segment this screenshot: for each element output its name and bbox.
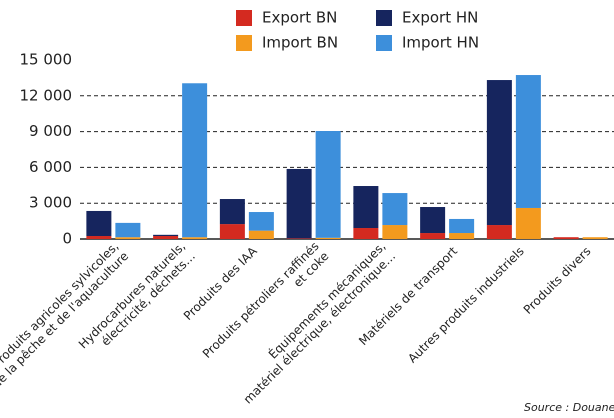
y-tick-label: 12 000 xyxy=(20,86,73,104)
bar-segment xyxy=(382,193,408,226)
bar-segment xyxy=(515,75,541,208)
bar-segment xyxy=(182,237,208,239)
y-tick-label: 15 000 xyxy=(20,51,73,69)
bar-segment xyxy=(248,230,274,239)
bar-segment xyxy=(353,228,379,239)
bar-segment xyxy=(382,225,408,239)
bar-segment xyxy=(153,234,179,237)
y-tick-label: 9 000 xyxy=(29,122,72,140)
y-tick-label: 6 000 xyxy=(29,158,72,176)
legend-label: Export BN xyxy=(262,9,337,27)
bar-segment xyxy=(153,236,179,239)
bar-segment xyxy=(86,236,112,239)
legend-swatch xyxy=(376,10,392,26)
legend-label: Export HN xyxy=(402,9,478,27)
x-tick-label-line: Produits divers xyxy=(520,244,593,317)
y-tick-label: 0 xyxy=(62,230,72,248)
bar-segment xyxy=(553,237,579,239)
bar-segment xyxy=(515,207,541,239)
bar-segment xyxy=(315,131,341,238)
legend-label: Import BN xyxy=(262,34,338,52)
y-tick-label: 3 000 xyxy=(29,194,72,212)
bar-segment xyxy=(420,233,446,239)
legend-swatch xyxy=(236,35,252,51)
bar-segment xyxy=(582,237,608,239)
bar-segment xyxy=(449,218,475,234)
legend-swatch xyxy=(376,35,392,51)
bar-segment xyxy=(248,212,274,231)
source: Source : Douane xyxy=(524,401,614,414)
bar-segment xyxy=(115,222,141,238)
bar-segment xyxy=(286,238,312,239)
x-tick-label: Produits divers xyxy=(520,244,593,317)
bar-segment xyxy=(486,225,512,239)
bar-segment xyxy=(182,83,208,238)
bar-segment xyxy=(286,168,312,239)
bar-segment xyxy=(219,199,245,225)
bar-segment xyxy=(219,224,245,239)
bar-segment xyxy=(353,186,379,229)
bar-segment xyxy=(86,210,112,237)
x-tick-label-line: Autres produits industriels xyxy=(405,244,527,366)
bar-segment xyxy=(315,237,341,239)
legend-swatch xyxy=(236,10,252,26)
x-tick-label: Autres produits industriels xyxy=(405,244,527,366)
legend-label: Import HN xyxy=(402,34,479,52)
bar-segment xyxy=(486,80,512,226)
bar-segment xyxy=(420,207,446,234)
bar-segment xyxy=(115,237,141,239)
bar-segment xyxy=(449,233,475,239)
